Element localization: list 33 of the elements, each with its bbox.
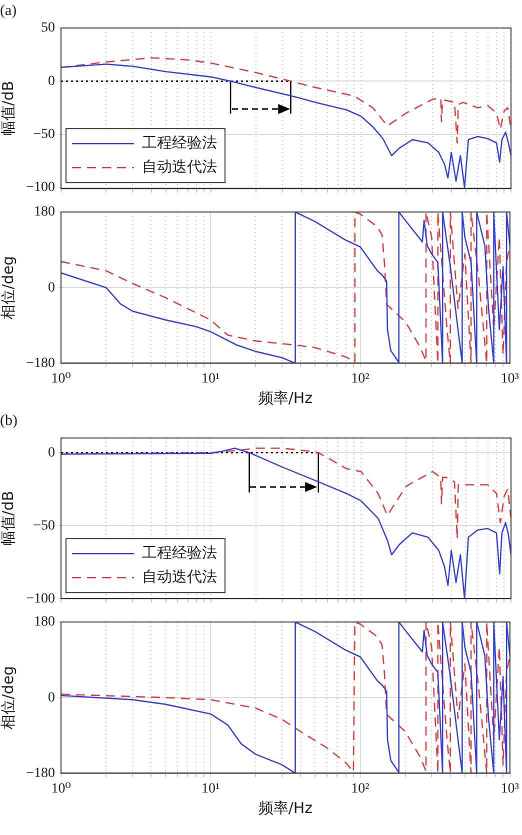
y-axis-title: 相位/deg	[0, 666, 17, 730]
x-tick-label: 10⁰	[51, 781, 72, 796]
y-axis-title: 幅值/dB	[0, 80, 17, 136]
y-tick-label: −180	[26, 356, 55, 371]
chart-title: (b)	[0, 412, 18, 429]
y-axis-title: 幅值/dB	[0, 490, 17, 546]
y-tick-label: −50	[33, 518, 55, 534]
x-axis-title: 频率/Hz	[258, 388, 313, 407]
y-tick-label: 180	[34, 204, 55, 220]
y-tick-label: 0	[48, 445, 55, 460]
x-tick-label: 10¹	[202, 371, 220, 386]
y-tick-label: −50	[33, 127, 55, 142]
legend-label: 工程经验法	[142, 133, 217, 152]
x-axis-title: 频率/Hz	[258, 798, 313, 817]
y-tick-label: −180	[26, 766, 55, 781]
x-tick-label: 10¹	[202, 781, 220, 796]
x-tick-label: 10³	[500, 781, 520, 796]
y-tick-label: 50	[41, 20, 55, 36]
y-tick-label: 0	[48, 74, 55, 89]
legend-label: 自动迭代法	[142, 157, 217, 176]
x-tick-label: 10²	[351, 781, 370, 796]
y-tick-label: −100	[26, 180, 55, 196]
x-tick-label: 10⁰	[51, 371, 72, 386]
y-axis-title: 相位/deg	[0, 256, 17, 320]
y-tick-label: 180	[34, 614, 55, 630]
y-tick-label: −100	[26, 591, 55, 606]
chart-title: (a)	[0, 2, 17, 19]
y-tick-label: 0	[48, 280, 55, 296]
x-tick-label: 10³	[500, 371, 520, 386]
legend-label: 自动迭代法	[142, 567, 217, 586]
legend-label: 工程经验法	[142, 543, 217, 562]
x-tick-label: 10²	[351, 371, 370, 386]
y-tick-label: 0	[48, 690, 55, 706]
